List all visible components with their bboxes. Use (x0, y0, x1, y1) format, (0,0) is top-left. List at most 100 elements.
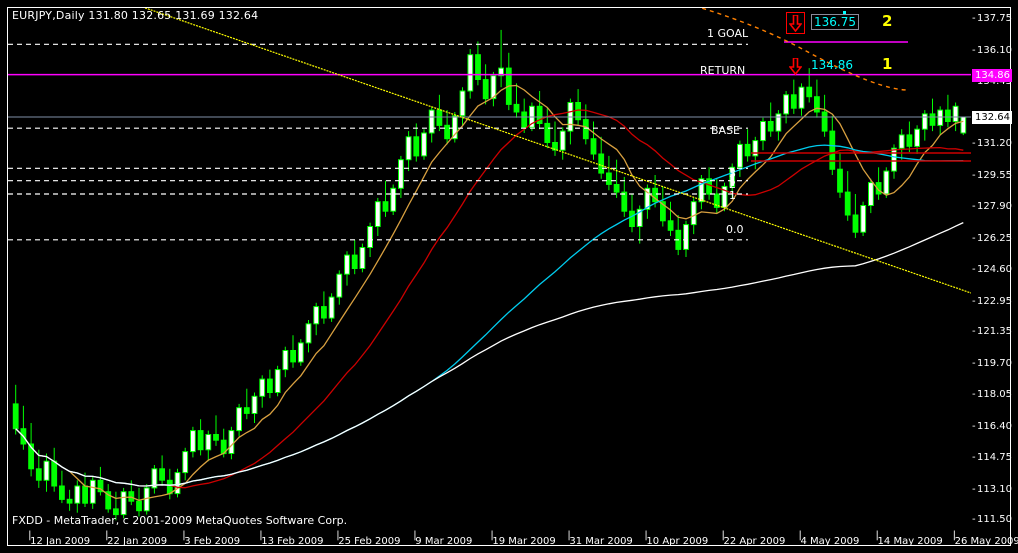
date-tick-value: 26 May 2009 (954, 536, 1018, 547)
price-tick-value: 134.45 (977, 76, 1012, 88)
date-tick-mark: | (567, 530, 571, 541)
price-tick-label: -119.70 (972, 357, 1012, 369)
date-tick-mark: | (413, 530, 417, 541)
order-2-selection-box (786, 12, 805, 34)
chart-plot-area[interactable] (8, 8, 971, 527)
price-tick-value: 131.20 (977, 138, 1012, 150)
date-tick-value: 22 Jan 2009 (107, 536, 168, 547)
date-tick-value: 10 Apr 2009 (646, 536, 709, 547)
price-tick-value: 137.75 (977, 13, 1012, 25)
fib-level-0: 0.0 (726, 223, 744, 236)
date-tick-label: | 22 Jan 2009 (105, 530, 168, 547)
price-tick-label: -134.45 (972, 76, 1012, 88)
date-tick-mark: | (336, 530, 340, 541)
date-tick-value: 4 May 2009 (800, 536, 860, 547)
chart-footer-copyright: FXDD - MetaTrader, c 2001-2009 MetaQuote… (12, 514, 348, 527)
order-1-price-tag[interactable]: 134.86 (811, 58, 853, 72)
price-tick-value: 127.90 (977, 201, 1012, 213)
date-axis[interactable]: | 12 Jan 2009 | 22 Jan 2009 | 3 Feb 2009 | 13 F… (0, 530, 1018, 553)
order-2-price-tag[interactable]: 136.75 (811, 14, 859, 30)
price-tick-label: -129.55 (972, 169, 1012, 181)
date-tick-value: 9 Mar 2009 (415, 536, 473, 547)
price-tick-label: -113.10 (972, 483, 1012, 495)
date-tick-label: | 9 Mar 2009 (413, 530, 473, 547)
date-tick-mark: | (28, 530, 32, 541)
date-tick-label: | 14 May 2009 (876, 530, 943, 547)
price-tick-value: 116.40 (977, 420, 1012, 432)
price-tick-label: -118.05 (972, 389, 1012, 401)
return-line-label: RETURN (700, 64, 746, 77)
date-tick-label: | 19 Mar 2009 (490, 530, 556, 547)
price-axis[interactable]: -137.75-136.10-134.45-132.64-131.20-129.… (972, 8, 1018, 527)
price-tick-label: -122.95 (972, 295, 1012, 307)
date-tick-value: 14 May 2009 (877, 536, 943, 547)
date-tick-mark: | (490, 530, 494, 541)
date-tick-value: 31 Mar 2009 (569, 536, 633, 547)
date-tick-mark: | (644, 530, 648, 541)
date-tick-mark: | (798, 530, 802, 541)
horizontal-level-lines (8, 41, 971, 241)
date-tick-mark: | (875, 530, 879, 541)
date-tick-value: 25 Feb 2009 (338, 536, 401, 547)
price-tick-value: 118.05 (977, 389, 1012, 401)
price-tick-value: 122.95 (977, 295, 1012, 307)
price-tick-label: -136.10 (972, 44, 1012, 56)
date-tick-label: | 31 Mar 2009 (567, 530, 633, 547)
chart-header-title: EURJPY,Daily 131.80 132.65 131.69 132.64 (12, 9, 259, 22)
current-price-label: 132.64 (972, 110, 1012, 124)
order-1-number: 1 (882, 55, 893, 73)
date-tick-label: | 26 May 2009 (953, 530, 1018, 547)
price-tick-label: -127.90 (972, 201, 1012, 213)
price-tick-value: 121.35 (977, 326, 1012, 338)
moving-average-lines (15, 84, 964, 501)
base-line-label: BASE (711, 124, 741, 137)
price-tick-label: -116.40 (972, 420, 1012, 432)
date-tick-label: | 13 Feb 2009 (259, 530, 324, 547)
date-tick-label: | 22 Apr 2009 (721, 530, 786, 547)
date-tick-mark: | (721, 530, 725, 541)
chart-canvas (8, 8, 971, 521)
sell-arrow-icon (789, 58, 802, 75)
date-tick-value: 22 Apr 2009 (723, 536, 786, 547)
chart-frame (7, 7, 1011, 546)
price-tick-label: -137.75 (972, 13, 1012, 25)
date-tick-mark: | (182, 530, 186, 541)
date-tick-label: | 25 Feb 2009 (336, 530, 401, 547)
date-tick-label: | 4 May 2009 (799, 530, 860, 547)
price-tick-value: 136.10 (977, 44, 1012, 56)
date-tick-value: 3 Feb 2009 (184, 536, 241, 547)
price-tick-value: 129.55 (977, 169, 1012, 181)
price-tick-value: 111.50 (977, 514, 1012, 526)
date-tick-value: 19 Mar 2009 (492, 536, 556, 547)
fib-level-1: 1 (729, 189, 736, 202)
date-tick-value: 13 Feb 2009 (261, 536, 324, 547)
date-tick-label: | 3 Feb 2009 (182, 530, 241, 547)
price-tick-value: 126.25 (977, 232, 1012, 244)
fib-level-2: 2 (729, 178, 736, 191)
sell-arrow-icon (789, 15, 802, 32)
price-tick-label: -114.75 (972, 452, 1012, 464)
date-tick-label: | 10 Apr 2009 (644, 530, 709, 547)
date-tick-mark: | (952, 530, 956, 541)
return-price-label: 134.86 (972, 68, 1012, 82)
price-tick-value: 114.75 (977, 452, 1012, 464)
goal-line-label: 1 GOAL (707, 27, 749, 40)
date-tick-label: | 12 Jan 2009 (28, 530, 91, 547)
price-tick-label: -121.35 (972, 326, 1012, 338)
date-tick-mark: | (105, 530, 109, 541)
price-tick-label: -124.60 (972, 264, 1012, 276)
price-tick-value: 113.10 (977, 483, 1012, 495)
price-tick-label: -126.25 (972, 232, 1012, 244)
price-tick-value: 124.60 (977, 264, 1012, 276)
date-tick-mark: | (259, 530, 263, 541)
price-tick-value: 119.70 (977, 357, 1012, 369)
trendlines-and-forecast (143, 8, 971, 294)
order-2-number: 2 (882, 12, 893, 30)
candlestick-series (12, 29, 967, 521)
price-tick-label: -131.20 (972, 138, 1012, 150)
date-tick-value: 12 Jan 2009 (30, 536, 91, 547)
order-2-drag-handle[interactable] (843, 11, 846, 14)
price-tick-label: -111.50 (972, 514, 1012, 526)
fib-level-3: 3 (729, 167, 736, 180)
